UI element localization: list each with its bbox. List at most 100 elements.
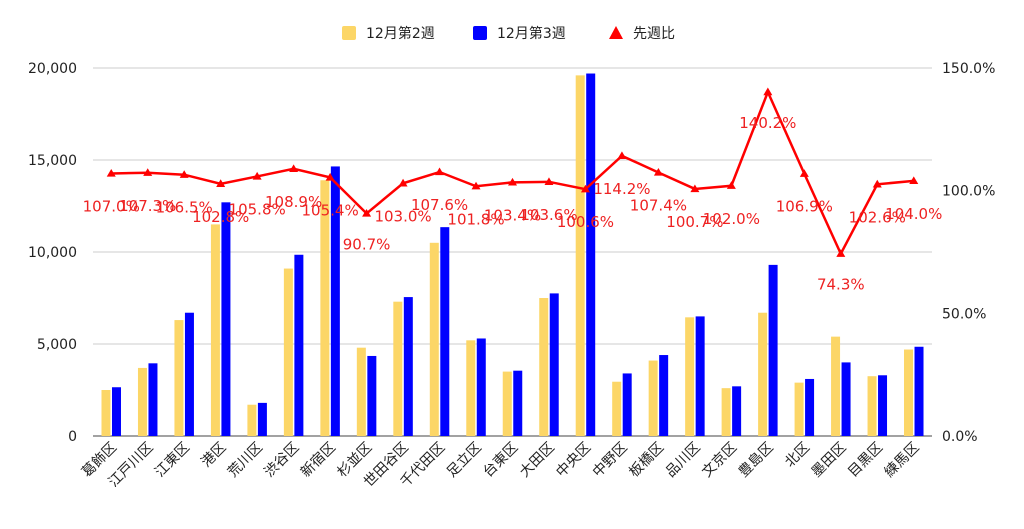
x-tick-label: 墨田区 xyxy=(809,440,850,481)
bar-week2 xyxy=(137,367,147,436)
bar-week3 xyxy=(659,355,669,436)
y-right-tick-label: 0.0% xyxy=(942,429,978,445)
ratio-point xyxy=(909,176,919,185)
y-right-tick-label: 100.0% xyxy=(942,184,995,200)
bar-week3 xyxy=(768,264,778,436)
ratio-data-label: 100.7% xyxy=(666,213,723,231)
bar-week3 xyxy=(440,227,450,436)
ratio-point xyxy=(289,164,299,172)
ratio-data-label: 106.5% xyxy=(156,199,213,217)
bar-week3 xyxy=(878,375,888,436)
ratio-point xyxy=(143,168,153,176)
bar-week3 xyxy=(257,402,267,436)
bar-week2 xyxy=(210,224,220,436)
x-tick-label: 中央区 xyxy=(553,440,594,481)
y-right-tick-label: 50.0% xyxy=(942,306,986,322)
bar-week3 xyxy=(841,362,851,436)
ratio-point xyxy=(398,178,408,187)
ratio-point xyxy=(179,170,189,178)
x-tick-label: 大田区 xyxy=(517,440,558,481)
ratio-data-label: 107.0% xyxy=(83,197,140,215)
data-labels: 107.0%107.3%106.5%102.8%105.8%108.9%105.… xyxy=(83,114,943,294)
ratio-point xyxy=(106,168,116,177)
ratio-data-label: 105.8% xyxy=(229,200,286,218)
y-left-tick-label: 15,000 xyxy=(28,153,77,169)
ratio-data-label: 100.6% xyxy=(557,213,614,231)
ratio-data-label: 102.6% xyxy=(849,208,906,226)
bar-week2 xyxy=(174,320,184,436)
bar-week2 xyxy=(393,301,403,436)
ratio-point xyxy=(252,171,262,180)
bar-week2 xyxy=(502,371,512,436)
x-tick-label: 品川区 xyxy=(663,440,704,481)
bar-week2 xyxy=(612,381,622,436)
bar-week2 xyxy=(247,404,257,436)
x-tick-label: 江東区 xyxy=(152,440,193,481)
bar-week3 xyxy=(330,166,340,436)
bar-week2 xyxy=(904,349,914,436)
bar-week2 xyxy=(721,388,731,436)
ratio-point xyxy=(690,184,700,193)
bar-week2 xyxy=(794,382,804,436)
legend: 12月第2週 12月第3週 先週比 xyxy=(342,25,675,42)
ratio-point xyxy=(216,179,226,187)
x-tick-label: 荒川区 xyxy=(225,440,266,481)
ratio-data-label: 101.8% xyxy=(447,210,504,228)
bar-week2 xyxy=(685,317,695,436)
x-tick-label: 新宿区 xyxy=(297,439,339,481)
bar-week2 xyxy=(758,312,768,436)
bar-week3 xyxy=(732,386,742,436)
bar-week2 xyxy=(320,180,330,436)
bar-week3 xyxy=(476,338,486,436)
x-tick-label: 豊島区 xyxy=(736,440,777,481)
bar-week3 xyxy=(148,363,158,436)
ratio-data-label: 104.0% xyxy=(885,205,942,223)
bar-week2 xyxy=(831,336,841,436)
y-left-tick-label: 10,000 xyxy=(28,245,77,261)
ratio-line xyxy=(106,87,919,257)
bar-week2 xyxy=(429,242,439,436)
ratio-point xyxy=(836,249,846,257)
bar-week2 xyxy=(539,298,549,436)
legend-label: 先週比 xyxy=(633,26,675,42)
bar-week2 xyxy=(101,390,111,436)
bar-week3 xyxy=(403,297,413,436)
ratio-data-label: 107.4% xyxy=(630,197,687,215)
bar-week2 xyxy=(867,376,877,436)
bar-week3 xyxy=(221,202,231,436)
ratio-data-label: 107.6% xyxy=(411,196,468,214)
y-left-tick-label: 20,000 xyxy=(28,61,77,77)
bar-week3 xyxy=(111,387,121,436)
ratio-point xyxy=(471,181,481,190)
ratio-data-label: 105.4% xyxy=(302,201,359,219)
legend-label: 12月第3週 xyxy=(497,25,566,42)
bar-week2 xyxy=(466,340,476,436)
bar-week3 xyxy=(695,316,705,436)
x-tick-label: 板橋区 xyxy=(626,440,667,481)
legend-label: 12月第2週 xyxy=(366,25,435,42)
y-left-tick-label: 5,000 xyxy=(37,337,77,353)
gridlines xyxy=(93,67,932,437)
x-tick-label: 目黒区 xyxy=(845,440,886,481)
x-tick-label: 文京区 xyxy=(699,440,740,481)
ratio-point xyxy=(653,168,663,176)
ratio-data-label: 106.9% xyxy=(776,198,833,216)
x-tick-label: 港区 xyxy=(198,440,229,471)
ratio-point xyxy=(544,177,554,185)
ratio-data-label: 74.3% xyxy=(817,276,865,294)
ratio-data-label: 114.2% xyxy=(593,180,650,198)
legend-triangle-icon xyxy=(609,26,623,39)
ratio-data-label: 108.9% xyxy=(265,193,322,211)
legend-swatch xyxy=(473,26,487,40)
bar-week3 xyxy=(805,378,815,436)
x-tick-label: 渋谷区 xyxy=(261,440,302,481)
ratio-point xyxy=(325,172,335,181)
y-left-tick-label: 0 xyxy=(68,429,77,445)
ratio-point xyxy=(580,184,590,193)
bar-week3 xyxy=(549,293,559,436)
bar-week2 xyxy=(356,347,366,436)
ratio-data-label: 90.7% xyxy=(343,235,391,253)
ratio-data-label: 102.8% xyxy=(192,208,249,226)
